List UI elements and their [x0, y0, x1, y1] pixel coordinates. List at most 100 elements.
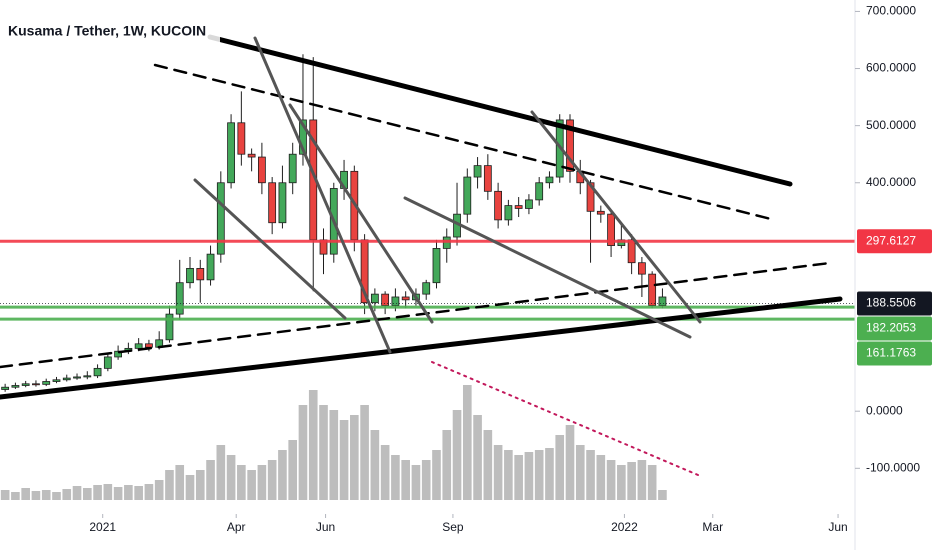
volume-bar — [288, 440, 298, 500]
candle-body — [268, 182, 277, 224]
price-label: 182.2053 — [866, 321, 916, 335]
candle-body — [381, 293, 390, 306]
candle-body — [216, 182, 225, 255]
price-label: 161.1763 — [866, 346, 916, 360]
price-label-box — [857, 341, 932, 366]
candle-body — [545, 176, 554, 184]
candle-body — [257, 156, 266, 184]
candle-body — [401, 296, 410, 301]
candle-body — [627, 239, 636, 264]
volume-bar — [0, 490, 10, 500]
volume-bar — [308, 390, 318, 500]
volume-bar — [504, 450, 513, 500]
volume-bar — [267, 460, 277, 500]
candle-body — [596, 210, 605, 215]
volume-bar — [545, 448, 554, 500]
channel-line — [193, 178, 347, 320]
x-tick-label: 2021 — [89, 520, 116, 534]
channel-line — [530, 110, 702, 324]
volume-bar — [452, 410, 462, 500]
trend-line — [207, 34, 793, 187]
volume-bar — [185, 475, 195, 500]
y-tick-label: 600.0000 — [866, 61, 916, 75]
volume-bar — [421, 460, 431, 500]
volume-bar — [124, 485, 133, 500]
candle-body — [114, 350, 123, 358]
volume-bar — [216, 445, 226, 500]
volume-bar — [31, 491, 41, 500]
candle-body — [196, 268, 205, 281]
dotted-line — [431, 361, 699, 476]
axes: 700.0000 600.0000 500.0000 400.0000 0.0000 -1… — [89, 4, 932, 534]
volume-bar — [514, 455, 523, 500]
candle-body — [514, 205, 523, 209]
candle-body — [165, 313, 174, 341]
candle-body — [1, 386, 10, 390]
chart-title: Kusama / Tether, 1W, KUCOIN — [8, 23, 206, 39]
volume-bar — [493, 445, 503, 500]
volume-bar — [278, 450, 287, 500]
x-tick-label: Jun — [828, 520, 847, 534]
volume-bar — [391, 455, 400, 500]
volume-bar — [401, 460, 410, 500]
candle-body — [11, 385, 20, 388]
y-tick-label: 400.0000 — [866, 175, 916, 189]
volume-bar — [658, 490, 667, 500]
price-label: 297.6127 — [866, 233, 916, 247]
volume-bar — [555, 435, 565, 500]
candle-body — [299, 119, 307, 155]
candle-body — [288, 153, 297, 184]
volume-bar — [113, 487, 123, 500]
volume-bar — [380, 445, 390, 500]
volume-bar — [195, 470, 205, 500]
dashed-line — [153, 63, 777, 222]
volume-bar — [298, 405, 308, 500]
volume-bar — [627, 462, 636, 500]
channel-line — [403, 196, 692, 339]
volume-bar — [575, 445, 585, 500]
candle-body — [463, 176, 472, 215]
price-label-box — [857, 229, 932, 254]
volume-bar — [165, 470, 174, 500]
candle-body — [525, 199, 533, 209]
candle-body — [607, 213, 615, 246]
volume-bar — [617, 465, 626, 500]
volume-bar — [21, 488, 30, 500]
volume-bar — [82, 488, 92, 500]
candle-body — [83, 375, 92, 378]
plot-area — [0, 54, 855, 500]
candle-body — [638, 262, 646, 275]
volume-bar — [483, 430, 493, 500]
title-backdrop — [0, 20, 220, 44]
volume-bar — [524, 452, 534, 500]
volume-bar — [534, 450, 544, 500]
time-axis — [0, 514, 855, 550]
volume-bar — [647, 465, 657, 500]
candle-body — [62, 377, 71, 381]
volume-bar — [175, 465, 185, 500]
candle-body — [186, 268, 194, 284]
candle-body — [422, 282, 431, 295]
volume-bar — [206, 460, 215, 500]
candle-body — [21, 383, 30, 386]
channel-line — [288, 103, 434, 324]
candle-body — [73, 376, 81, 379]
candle-body — [227, 122, 235, 184]
volume-bar — [134, 486, 143, 500]
volume-bar — [606, 460, 616, 500]
volume-bar — [247, 470, 256, 500]
volume-bar — [319, 405, 328, 500]
volume-bar — [11, 492, 20, 500]
candle-body — [247, 153, 256, 158]
volume-bar — [144, 484, 154, 500]
volume-bar — [339, 420, 349, 500]
candle-body — [494, 190, 502, 221]
candle-body — [145, 343, 153, 348]
volume-bar — [52, 492, 61, 500]
volume-bar — [565, 425, 575, 500]
x-tick-label: Mar — [702, 520, 723, 534]
candle-body — [370, 293, 379, 304]
volume-bar — [93, 485, 102, 500]
